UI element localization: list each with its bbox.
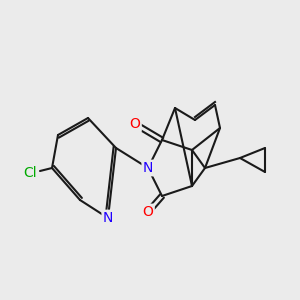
Text: N: N <box>103 211 113 225</box>
Text: O: O <box>130 117 140 131</box>
Text: O: O <box>142 205 153 219</box>
Text: Cl: Cl <box>23 166 37 180</box>
Text: N: N <box>143 161 153 175</box>
